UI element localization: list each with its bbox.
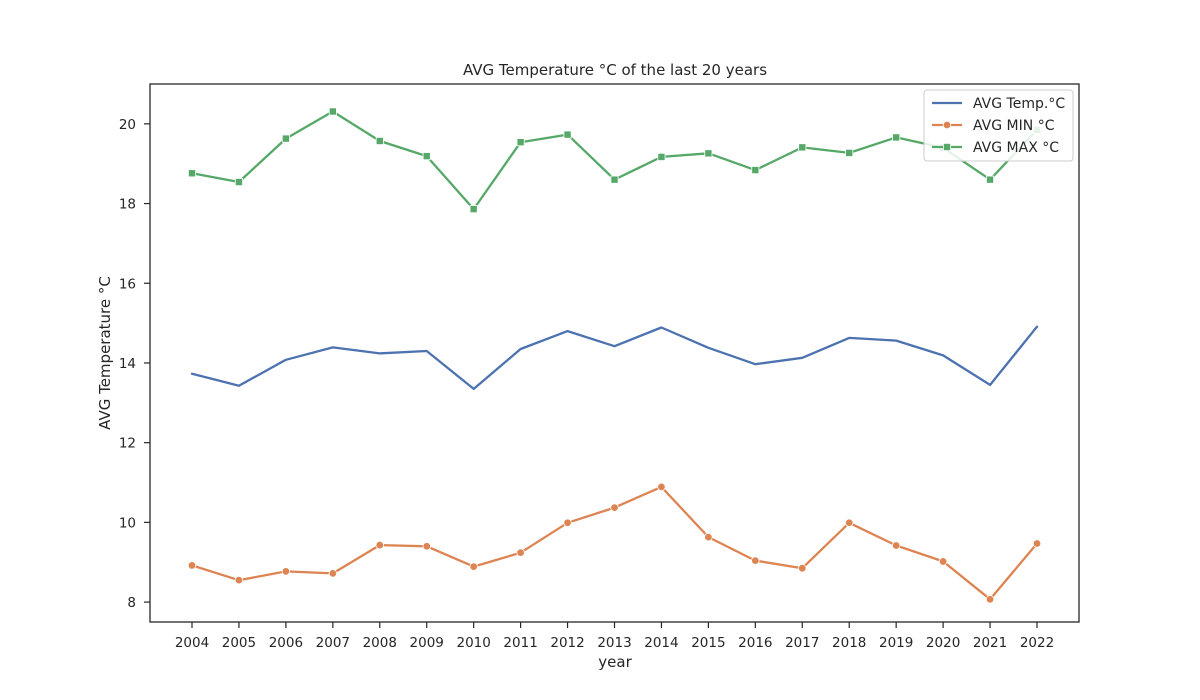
data-point: [985, 595, 995, 604]
chart-title: AVG Temperature °C of the last 20 years: [463, 61, 767, 79]
legend-label: AVG Temp.°C: [973, 96, 1065, 112]
series-2: [187, 482, 1042, 604]
y-tick-label: 8: [127, 595, 136, 611]
data-point: [375, 540, 384, 550]
x-tick-label: 2014: [644, 635, 678, 651]
x-axis-label: year: [598, 653, 632, 671]
series-1: [190, 325, 1039, 391]
data-point: [798, 143, 807, 152]
x-tick-label: 2020: [926, 635, 960, 651]
y-tick-label: 18: [119, 197, 136, 213]
x-tick-label: 2019: [879, 635, 913, 651]
data-point: [469, 562, 478, 571]
plot-area: [149, 83, 1080, 623]
data-point: [657, 482, 666, 492]
x-tick-label: 2006: [269, 635, 303, 651]
data-point: [657, 152, 666, 161]
data-point: [516, 548, 525, 557]
x-tick-label: 2022: [1020, 635, 1054, 651]
data-point: [516, 138, 525, 147]
x-tick-label: 2013: [597, 635, 631, 651]
data-point: [798, 564, 807, 573]
data-point: [563, 130, 572, 139]
data-point: [187, 561, 197, 570]
data-point: [751, 556, 760, 565]
data-point: [892, 133, 901, 142]
series-3: [187, 107, 1042, 214]
data-point: [704, 149, 713, 158]
x-tick-label: 2016: [738, 635, 772, 651]
x-tick-label: 2017: [785, 635, 819, 651]
data-point: [375, 136, 384, 145]
data-point: [281, 567, 291, 576]
x-tick-label: 2015: [691, 635, 725, 651]
legend-item: AVG MAX °C: [932, 140, 1059, 156]
y-axis: 8 10 12 14 16 18 20: [119, 117, 150, 611]
y-tick-label: 10: [119, 515, 136, 531]
data-point: [704, 532, 713, 542]
x-tick-label: 2007: [316, 635, 350, 651]
y-axis-label: AVG Temperature °C: [96, 276, 114, 430]
x-tick-label: 2012: [550, 635, 584, 651]
data-point: [563, 518, 572, 527]
x-tick-label: 2018: [832, 635, 866, 651]
x-axis: 2004 2005 2006 2007 2008 2009 2010 2011 2012 2013…: [175, 622, 1054, 651]
x-tick-label: 2004: [175, 635, 209, 651]
data-point: [328, 569, 338, 578]
legend-label: AVG MIN °C: [973, 118, 1055, 134]
data-point: [845, 518, 854, 527]
data-point: [986, 175, 995, 184]
x-tick-label: 2010: [456, 635, 490, 651]
series-line: [190, 325, 1039, 391]
x-tick-label: 2005: [222, 635, 256, 651]
legend-box: [923, 89, 1074, 162]
y-tick-label: 12: [119, 436, 136, 452]
data-point: [422, 542, 431, 551]
x-tick-label: 2008: [363, 635, 397, 651]
data-point: [610, 503, 619, 512]
y-tick-label: 20: [119, 117, 136, 133]
data-point: [610, 175, 619, 184]
data-point: [187, 169, 196, 178]
data-point: [328, 107, 337, 116]
data-point: [751, 166, 760, 175]
x-tick-label: 2021: [973, 635, 1007, 651]
legend-marker: [943, 142, 952, 151]
legend-item: AVG MIN °C: [932, 118, 1055, 134]
y-tick-label: 14: [119, 356, 136, 372]
data-point: [938, 557, 948, 566]
legend: AVG Temp.°C AVG MIN °C AVG MAX °C: [923, 89, 1074, 162]
series-layer: [187, 107, 1042, 604]
y-tick-label: 16: [119, 276, 136, 292]
data-point: [845, 148, 854, 157]
data-point: [1032, 539, 1042, 548]
legend-marker: [942, 120, 952, 130]
legend-label: AVG MAX °C: [973, 140, 1059, 156]
x-tick-label: 2009: [410, 635, 444, 651]
data-point: [234, 178, 243, 187]
x-tick-label: 2011: [503, 635, 537, 651]
legend-item: AVG Temp.°C: [932, 96, 1065, 112]
data-point: [422, 152, 431, 161]
data-point: [891, 541, 901, 550]
data-point: [234, 575, 244, 585]
data-point: [281, 134, 290, 143]
data-point: [469, 205, 478, 214]
